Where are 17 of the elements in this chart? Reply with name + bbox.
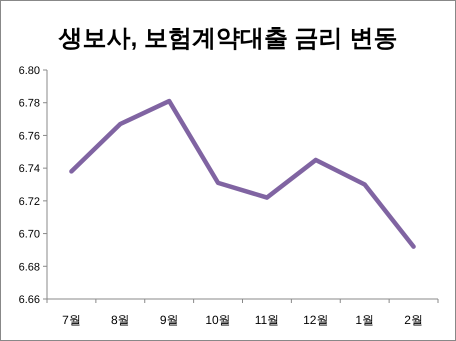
title: 생보사, 보험계약대출 금리 변동 [58, 25, 398, 52]
y-tick-label: 6.74 [18, 163, 40, 176]
x-tick-label: 10월 [205, 313, 231, 327]
x-tick-label: 12월 [303, 313, 328, 327]
y-tick-label: 6.76 [18, 130, 40, 142]
y-tick-label: 6.78 [18, 98, 40, 110]
x-tick-label: 1월 [355, 313, 374, 327]
y-tick-label: 6.68 [18, 261, 40, 274]
y-tick-label: 6.72 [18, 196, 40, 208]
x-tick-label: 11월 [254, 313, 280, 327]
x-tick-label: 9월 [160, 313, 179, 327]
x-tick-label: 2월 [404, 313, 423, 327]
y-tick-label: 6.70 [18, 228, 40, 241]
y-tick-label: 6.66 [18, 294, 40, 306]
x-tick-label: 8월 [110, 313, 130, 327]
y-tick-label: 6.80 [18, 65, 40, 77]
x-tick-label: 7월 [62, 313, 81, 327]
